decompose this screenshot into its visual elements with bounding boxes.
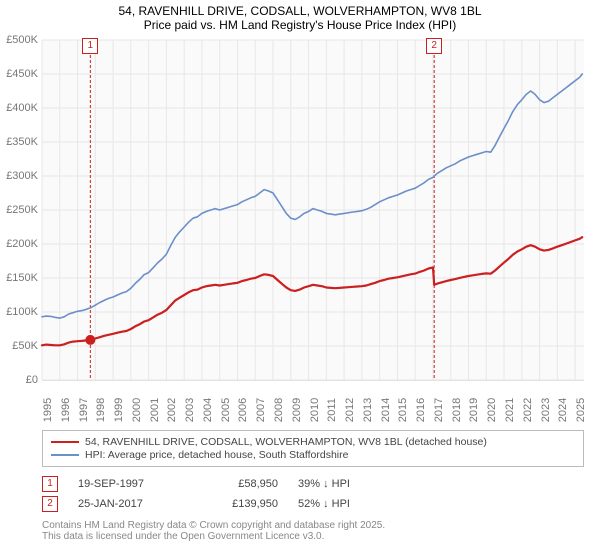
x-tick-label: 2024 — [557, 398, 569, 422]
x-tick-label: 1997 — [78, 398, 90, 422]
sale-price: £58,950 — [208, 478, 278, 490]
x-tick-label: 2010 — [309, 398, 321, 422]
sale-marker-box: 2 — [426, 38, 442, 54]
x-tick-label: 2004 — [202, 398, 214, 422]
y-tick-label: £500K — [6, 34, 38, 46]
legend-swatch — [51, 441, 79, 443]
legend-swatch — [51, 454, 79, 456]
sale-marker-icon: 1 — [42, 476, 58, 492]
x-tick-label: 2017 — [433, 398, 445, 422]
x-tick-label: 2012 — [344, 398, 356, 422]
copyright-line-1: Contains HM Land Registry data © Crown c… — [42, 520, 385, 531]
y-tick-label: £400K — [6, 102, 38, 114]
x-tick-label: 2011 — [326, 398, 338, 422]
sale-date: 19-SEP-1997 — [78, 478, 188, 490]
x-tick-label: 2000 — [131, 398, 143, 422]
x-tick-label: 2013 — [362, 398, 374, 422]
x-tick-label: 2003 — [184, 398, 196, 422]
x-tick-label: 2018 — [451, 398, 463, 422]
copyright-line-2: This data is licensed under the Open Gov… — [42, 531, 385, 542]
sale-date: 25-JAN-2017 — [78, 498, 188, 510]
sale-row: 1 19-SEP-1997 £58,950 39% ↓ HPI — [42, 476, 398, 492]
x-tick-label: 2015 — [397, 398, 409, 422]
x-tick-label: 2025 — [575, 398, 587, 422]
legend-item: HPI: Average price, detached house, Sout… — [51, 449, 575, 461]
x-tick-label: 1996 — [60, 398, 72, 422]
x-tick-label: 2008 — [273, 398, 285, 422]
y-tick-label: £50K — [12, 340, 38, 352]
x-tick-label: 2014 — [380, 398, 392, 422]
x-tick-label: 2021 — [504, 398, 516, 422]
sale-row: 2 25-JAN-2017 £139,950 52% ↓ HPI — [42, 496, 398, 512]
copyright: Contains HM Land Registry data © Crown c… — [42, 520, 385, 542]
y-tick-label: £0 — [26, 374, 38, 386]
x-tick-label: 1999 — [113, 398, 125, 422]
x-tick-label: 1998 — [95, 398, 107, 422]
x-tick-label: 1995 — [42, 398, 54, 422]
x-tick-label: 2019 — [468, 398, 480, 422]
sales-table: 1 19-SEP-1997 £58,950 39% ↓ HPI 2 25-JAN-2017… — [42, 476, 398, 516]
x-tick-label: 2016 — [415, 398, 427, 422]
legend: 54, RAVENHILL DRIVE, CODSALL, WOLVERHAMP… — [42, 430, 584, 467]
sale-ratio: 39% ↓ HPI — [298, 478, 398, 490]
sale-ratio: 52% ↓ HPI — [298, 498, 398, 510]
legend-label: 54, RAVENHILL DRIVE, CODSALL, WOLVERHAMP… — [85, 436, 487, 448]
y-tick-label: £250K — [6, 204, 38, 216]
sale-marker-box: 1 — [82, 38, 98, 54]
y-tick-label: £200K — [6, 238, 38, 250]
x-tick-label: 2002 — [166, 398, 178, 422]
x-tick-label: 2001 — [149, 398, 161, 422]
chart-container: 54, RAVENHILL DRIVE, CODSALL, WOLVERHAMP… — [0, 0, 600, 560]
sale-marker-icon: 2 — [42, 496, 58, 512]
x-tick-label: 2022 — [522, 398, 534, 422]
y-tick-label: £450K — [6, 68, 38, 80]
x-tick-label: 2009 — [291, 398, 303, 422]
x-tick-label: 2006 — [237, 398, 249, 422]
sale-price: £139,950 — [208, 498, 278, 510]
legend-item: 54, RAVENHILL DRIVE, CODSALL, WOLVERHAMP… — [51, 436, 575, 448]
legend-label: HPI: Average price, detached house, Sout… — [85, 449, 348, 461]
x-tick-label: 2023 — [540, 398, 552, 422]
x-tick-label: 2007 — [255, 398, 267, 422]
x-tick-label: 2005 — [220, 398, 232, 422]
y-tick-label: £150K — [6, 272, 38, 284]
y-tick-label: £300K — [6, 170, 38, 182]
x-tick-label: 2020 — [486, 398, 498, 422]
y-tick-label: £100K — [6, 306, 38, 318]
y-tick-label: £350K — [6, 136, 38, 148]
